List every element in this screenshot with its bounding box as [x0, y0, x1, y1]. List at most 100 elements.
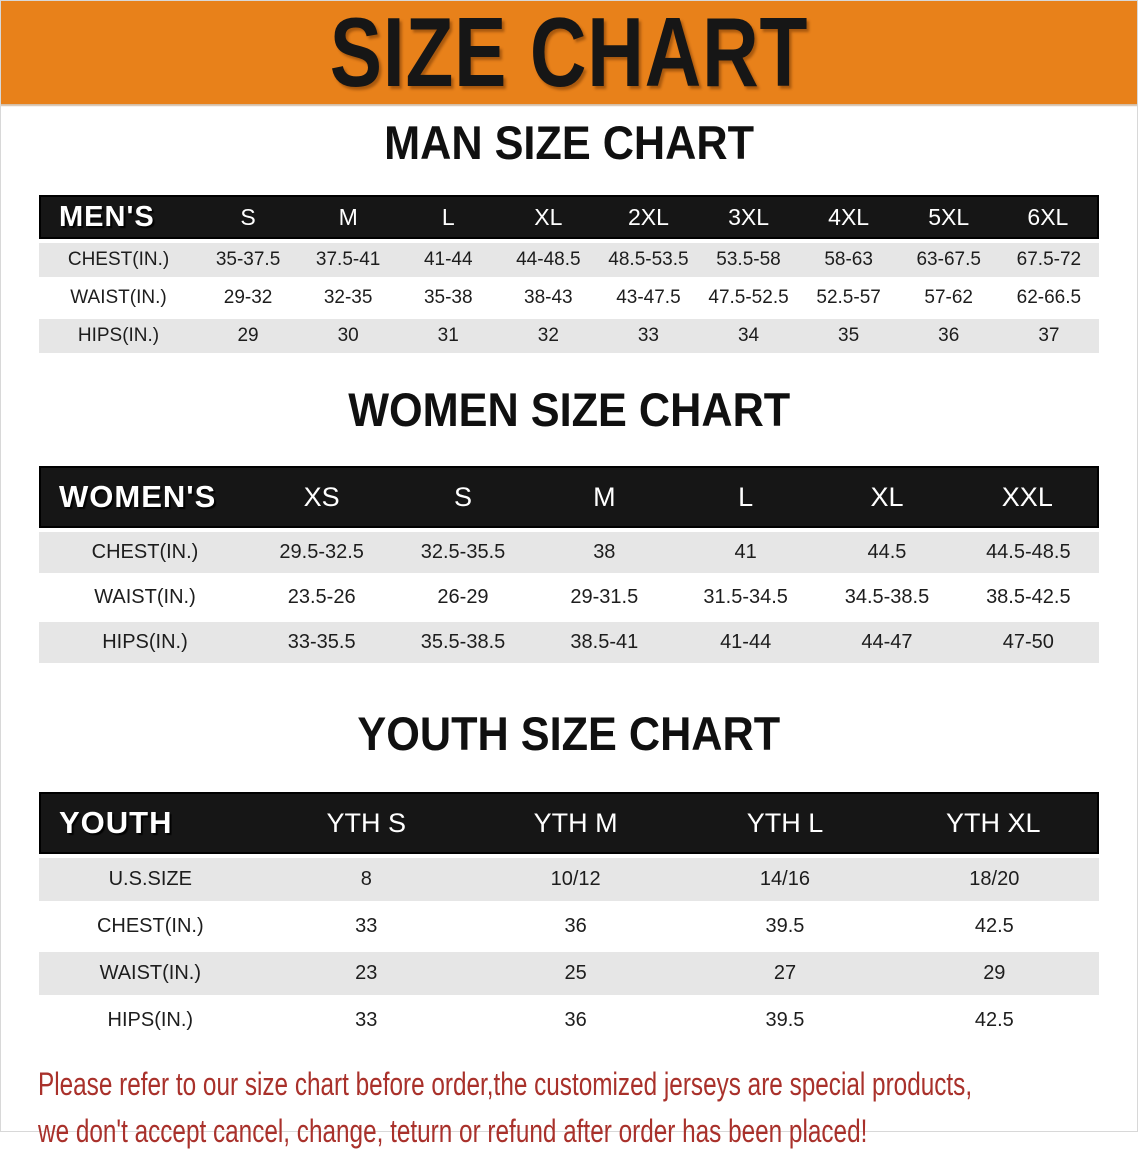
- men-size-table: MEN'S S M L XL 2XL 3XL 4XL 5XL 6XL CHEST(IN.) 35-3…: [39, 191, 1099, 357]
- men-size-column-header: 2XL: [598, 195, 699, 239]
- notice-line-1-text: Please refer to our size chart before or…: [38, 1066, 973, 1102]
- youth-size-value: 42.5: [889, 905, 1099, 948]
- women-size-value: 44.5-48.5: [957, 532, 1099, 573]
- men-size-value: 35-38: [398, 281, 499, 315]
- women-section-title-text: WOMEN SIZE CHART: [347, 383, 790, 436]
- women-section-title: WOMEN SIZE CHART: [0, 383, 1138, 442]
- men-table-row: HIPS(IN.) 29 30 31 32 33 34 35 36 37: [39, 319, 1099, 353]
- men-size-column-header: 5XL: [898, 195, 999, 239]
- notice-line-1: Please refer to our size chart before or…: [38, 1064, 1100, 1111]
- men-row-label: WAIST(IN.): [39, 281, 199, 315]
- youth-section-title: YOUTH SIZE CHART: [0, 707, 1138, 766]
- men-size-value: 58-63: [798, 243, 899, 277]
- youth-size-value: 23: [261, 952, 471, 995]
- women-size-value: 41: [674, 532, 817, 573]
- women-size-section: WOMEN SIZE CHART WOMEN'S XS S M L XL XXL CHEST…: [0, 383, 1138, 667]
- women-size-value: 44-47: [816, 622, 958, 663]
- men-size-value: 52.5-57: [798, 281, 899, 315]
- women-row-label: HIPS(IN.): [39, 622, 251, 663]
- youth-size-value: 14/16: [680, 858, 890, 901]
- youth-size-value: 10/12: [470, 858, 681, 901]
- women-table-corner-label: WOMEN'S: [39, 466, 251, 528]
- women-size-column-header: M: [533, 466, 675, 528]
- youth-size-value: 18/20: [889, 858, 1099, 901]
- men-size-value: 67.5-72: [998, 243, 1099, 277]
- men-size-value: 32-35: [298, 281, 399, 315]
- men-size-value: 43-47.5: [598, 281, 699, 315]
- women-size-value: 38.5-42.5: [957, 577, 1099, 618]
- youth-size-value: 39.5: [680, 905, 890, 948]
- women-size-value: 41-44: [674, 622, 817, 663]
- youth-table-row: U.S.SIZE 8 10/12 14/16 18/20: [39, 858, 1099, 901]
- youth-size-column-header: YTH XL: [889, 792, 1099, 854]
- notice-line-2: we don't accept cancel, change, teturn o…: [38, 1111, 1100, 1158]
- youth-section-title-text: YOUTH SIZE CHART: [357, 707, 781, 760]
- men-size-value: 63-67.5: [898, 243, 999, 277]
- men-size-value: 41-44: [398, 243, 499, 277]
- women-size-column-header: S: [392, 466, 534, 528]
- men-size-value: 57-62: [898, 281, 999, 315]
- men-size-column-header: 6XL: [998, 195, 1099, 239]
- men-size-column-header: M: [298, 195, 399, 239]
- women-size-value: 23.5-26: [251, 577, 393, 618]
- youth-table-row: HIPS(IN.) 33 36 39.5 42.5: [39, 999, 1099, 1042]
- banner-title: SIZE CHART: [329, 0, 809, 107]
- men-section-title-text: MAN SIZE CHART: [384, 116, 754, 169]
- youth-row-label: WAIST(IN.): [39, 952, 262, 995]
- men-size-column-header: 4XL: [798, 195, 899, 239]
- women-size-table: WOMEN'S XS S M L XL XXL CHEST(IN.) 29.5-32.5 32.…: [39, 462, 1099, 667]
- women-size-value: 38: [533, 532, 675, 573]
- men-size-value: 48.5-53.5: [598, 243, 699, 277]
- youth-table-row: CHEST(IN.) 33 36 39.5 42.5: [39, 905, 1099, 948]
- men-size-value: 30: [298, 319, 399, 353]
- women-size-column-header: XS: [251, 466, 393, 528]
- men-size-value: 29-32: [198, 281, 299, 315]
- youth-size-column-header: YTH M: [470, 792, 681, 854]
- youth-size-table: YOUTH YTH S YTH M YTH L YTH XL U.S.SIZE 8 10/1…: [39, 788, 1099, 1046]
- youth-size-value: 42.5: [889, 999, 1099, 1042]
- women-size-value: 29-31.5: [533, 577, 675, 618]
- men-size-value: 37: [998, 319, 1099, 353]
- youth-size-column-header: YTH L: [680, 792, 890, 854]
- women-table-row: HIPS(IN.) 33-35.5 35.5-38.5 38.5-41 41-44 44-…: [39, 622, 1099, 663]
- women-size-value: 26-29: [392, 577, 534, 618]
- men-table-row: WAIST(IN.) 29-32 32-35 35-38 38-43 43-47.5 47.…: [39, 281, 1099, 315]
- men-size-value: 33: [598, 319, 699, 353]
- men-size-value: 34: [698, 319, 799, 353]
- men-table-row: CHEST(IN.) 35-37.5 37.5-41 41-44 44-48.5 48.5…: [39, 243, 1099, 277]
- youth-size-column-header: YTH S: [261, 792, 471, 854]
- men-size-value: 62-66.5: [998, 281, 1099, 315]
- women-size-column-header: L: [674, 466, 817, 528]
- youth-size-value: 39.5: [680, 999, 890, 1042]
- women-size-value: 47-50: [957, 622, 1099, 663]
- banner: SIZE CHART: [0, 0, 1138, 104]
- youth-size-value: 29: [889, 952, 1099, 995]
- women-row-label: CHEST(IN.): [39, 532, 251, 573]
- men-size-column-header: S: [198, 195, 299, 239]
- men-size-value: 35: [798, 319, 899, 353]
- men-size-value: 35-37.5: [198, 243, 299, 277]
- women-size-value: 38.5-41: [533, 622, 675, 663]
- men-size-column-header: XL: [498, 195, 599, 239]
- women-size-value: 32.5-35.5: [392, 532, 534, 573]
- youth-row-label: CHEST(IN.): [39, 905, 262, 948]
- youth-size-value: 8: [261, 858, 471, 901]
- men-size-column-header: 3XL: [698, 195, 799, 239]
- women-size-value: 35.5-38.5: [392, 622, 534, 663]
- youth-size-value: 27: [680, 952, 890, 995]
- men-section-title: MAN SIZE CHART: [0, 116, 1138, 175]
- men-table-header-row: MEN'S S M L XL 2XL 3XL 4XL 5XL 6XL: [39, 195, 1099, 239]
- youth-size-value: 36: [470, 905, 681, 948]
- youth-size-value: 36: [470, 999, 681, 1042]
- youth-size-value: 25: [470, 952, 681, 995]
- men-table-corner-label: MEN'S: [39, 195, 199, 239]
- youth-size-value: 33: [261, 905, 471, 948]
- youth-size-value: 33: [261, 999, 471, 1042]
- men-row-label: HIPS(IN.): [39, 319, 199, 353]
- men-row-label: CHEST(IN.): [39, 243, 199, 277]
- men-size-section: MAN SIZE CHART MEN'S S M L XL 2XL 3XL 4XL 5XL 6XL…: [0, 116, 1138, 357]
- youth-row-label: U.S.SIZE: [39, 858, 262, 901]
- men-size-column-header: L: [398, 195, 499, 239]
- men-size-value: 31: [398, 319, 499, 353]
